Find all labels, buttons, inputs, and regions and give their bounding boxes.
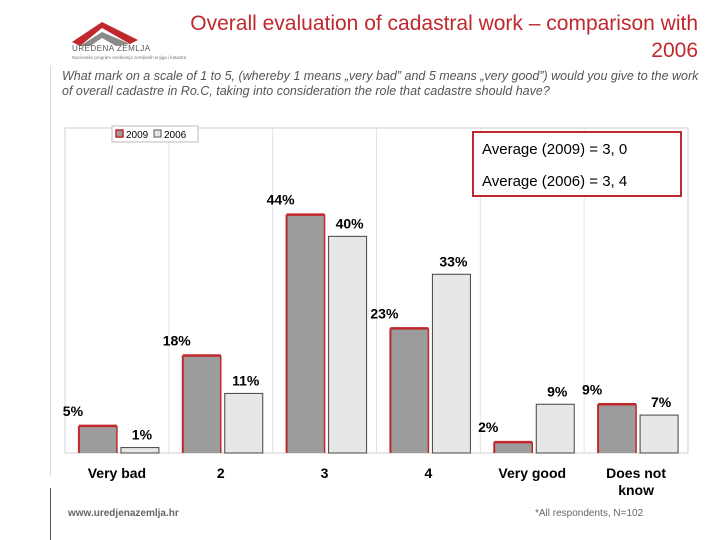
data-label-2006: 40% — [336, 215, 365, 231]
data-label-2009: 9% — [582, 381, 603, 397]
category-label: 2 — [217, 465, 225, 481]
question-text: What mark on a scale of 1 to 5, (whereby… — [62, 69, 699, 98]
data-label-2006: 9% — [547, 383, 568, 399]
footer-divider — [50, 488, 51, 540]
category-label: 4 — [425, 465, 433, 481]
bar-2009 — [286, 214, 325, 453]
bar-2009 — [78, 425, 117, 453]
data-label-2009: 23% — [370, 305, 399, 321]
category-label: Does not — [606, 465, 666, 481]
bar-2006 — [120, 447, 160, 454]
logo-tagline: Nacionalni program sredivanja zemljisnih… — [72, 55, 187, 60]
respondents-note: *All respondents, N=102 — [535, 508, 644, 519]
bar-2006 — [224, 392, 264, 454]
bar-2009 — [390, 328, 429, 453]
category-label: know — [618, 482, 654, 498]
slide-title: Overall evaluation of cadastral work – c… — [190, 12, 698, 62]
bar-2006 — [639, 414, 679, 454]
bar-2006 — [535, 403, 575, 454]
data-label-2009: 2% — [478, 419, 499, 435]
legend-label-2006: 2006 — [164, 130, 187, 141]
averages-box: Average (2009) = 3, 0 Average (2006) = 3… — [472, 131, 682, 197]
website-link[interactable]: www.uredjenazemlja.hr — [68, 508, 179, 519]
category-label: Very good — [498, 465, 566, 481]
legend-label-2009: 2009 — [126, 130, 149, 141]
bar-2009 — [182, 355, 221, 453]
average-2006: Average (2006) = 3, 4 — [482, 173, 628, 190]
average-2009: Average (2009) = 3, 0 — [482, 141, 628, 158]
bar-2006 — [328, 235, 368, 454]
data-label-2009: 5% — [63, 403, 84, 419]
data-label-2009: 18% — [163, 333, 192, 349]
bar-2009 — [494, 442, 533, 453]
logo-name: UREDENA ZEMLJA — [72, 44, 151, 53]
legend-swatch-2009 — [115, 129, 124, 138]
data-label-2006: 11% — [232, 372, 260, 388]
category-label: Very bad — [88, 465, 146, 481]
logo-graphic — [72, 22, 138, 46]
data-label-2009: 44% — [267, 192, 296, 208]
legend-swatch-2006 — [153, 129, 162, 138]
data-label-2006: 1% — [132, 427, 153, 443]
category-label: 3 — [321, 465, 329, 481]
data-label-2006: 7% — [651, 394, 672, 410]
logo-base-icon — [80, 32, 130, 46]
data-label-2006: 33% — [439, 253, 468, 269]
left-divider — [50, 66, 51, 476]
bar-2009 — [598, 404, 637, 453]
logo-roof-icon — [72, 22, 138, 46]
bar-2006 — [431, 273, 471, 454]
